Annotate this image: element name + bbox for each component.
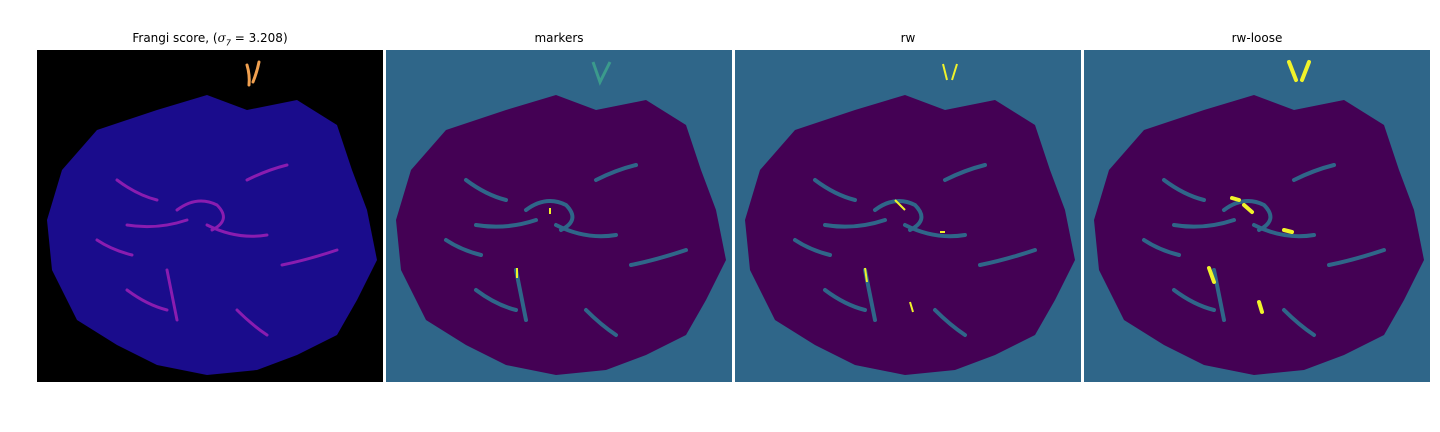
title-rw: rw [900, 31, 916, 45]
rw-loose-image [1084, 50, 1430, 382]
title-markers: markers [534, 31, 584, 45]
markers-marker-1 [516, 268, 518, 278]
markers-top-vessel [591, 61, 612, 86]
rw-loose-tissue [1094, 95, 1424, 375]
rw-channels [793, 163, 1037, 337]
markers-marker-2 [549, 208, 551, 214]
frangi-image [37, 50, 383, 382]
markers-image [386, 50, 732, 382]
title-frangi: Frangi score, (σ7 = 3.208) [132, 31, 288, 48]
title-rw-loose: rw-loose [1231, 31, 1283, 45]
frangi-vessels [95, 163, 339, 337]
markers-tissue [396, 95, 726, 375]
rw-tissue [745, 95, 1075, 375]
rw-loose-channels [1142, 163, 1386, 337]
frangi-tissue [47, 95, 377, 375]
markers-panel [386, 50, 732, 382]
rw-highlights [864, 63, 958, 313]
rw-panel [735, 50, 1081, 382]
rw-image [735, 50, 1081, 382]
rw-loose-highlights [1207, 60, 1311, 314]
frangi-panel [37, 50, 383, 382]
frangi-hot-vessels [245, 60, 261, 87]
rw-loose-panel [1084, 50, 1430, 382]
